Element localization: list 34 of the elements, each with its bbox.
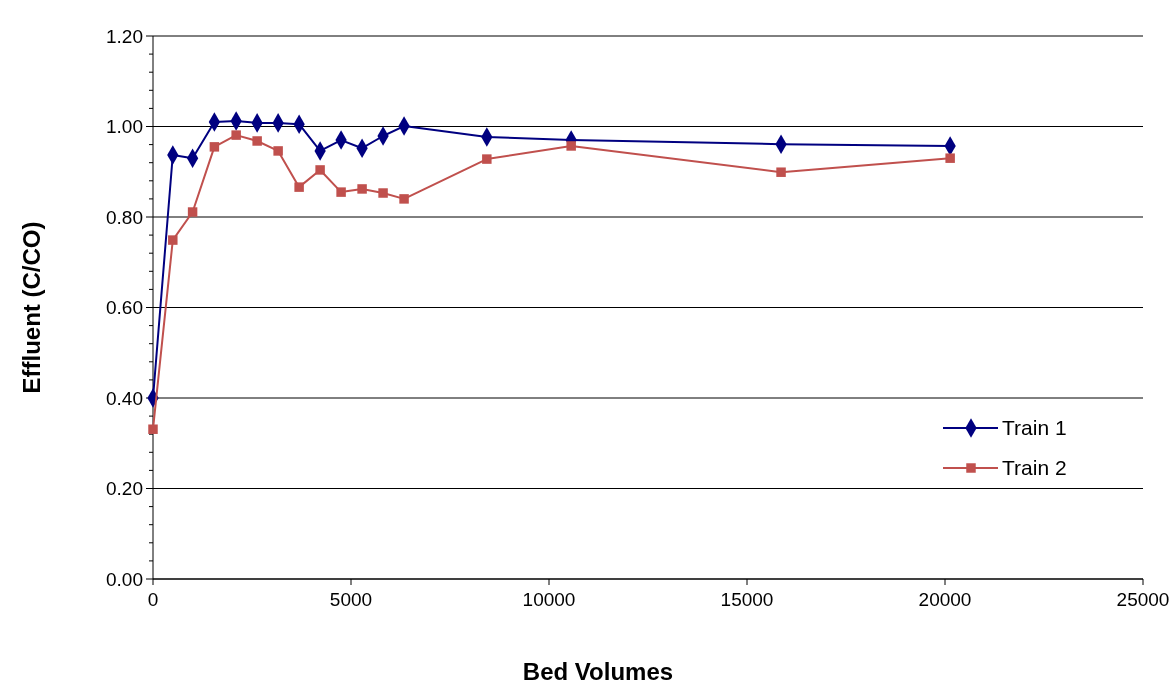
point <box>231 130 241 140</box>
point <box>168 235 178 245</box>
point <box>252 136 262 146</box>
x-tick-label: 5000 <box>329 589 373 610</box>
legend-label: Train 1 <box>1002 416 1067 440</box>
point <box>945 153 955 163</box>
point <box>294 182 304 192</box>
y-tick-label: 0.40 <box>106 387 143 409</box>
point <box>378 188 388 198</box>
y-tick-label: 0.20 <box>106 478 143 500</box>
point <box>336 187 346 197</box>
legend-label: Train 2 <box>1002 456 1067 480</box>
point <box>209 142 220 152</box>
x-axis-title: Bed Volumes <box>522 658 674 685</box>
x-tick-label: 10000 <box>522 589 576 610</box>
y-tick-label: 1.20 <box>106 25 143 47</box>
x-tick-label: 0 <box>147 589 159 610</box>
point <box>148 424 158 434</box>
point <box>566 141 576 151</box>
point <box>187 207 198 217</box>
x-tick-label: 25000 <box>1116 589 1170 610</box>
x-tick-label: 15000 <box>720 589 774 610</box>
point <box>357 184 367 194</box>
x-tick-label: 20000 <box>918 589 972 610</box>
y-tick-label: 0.80 <box>106 206 143 228</box>
point <box>482 154 492 164</box>
point <box>273 146 283 156</box>
y-tick-label: 0.00 <box>106 568 143 590</box>
y-tick-label: 0.60 <box>106 297 143 319</box>
point <box>315 165 325 175</box>
point <box>776 167 786 177</box>
point <box>399 194 409 204</box>
y-tick-label: 1.00 <box>106 116 143 138</box>
y-axis-title: Effluent (C/CO) <box>18 221 45 394</box>
